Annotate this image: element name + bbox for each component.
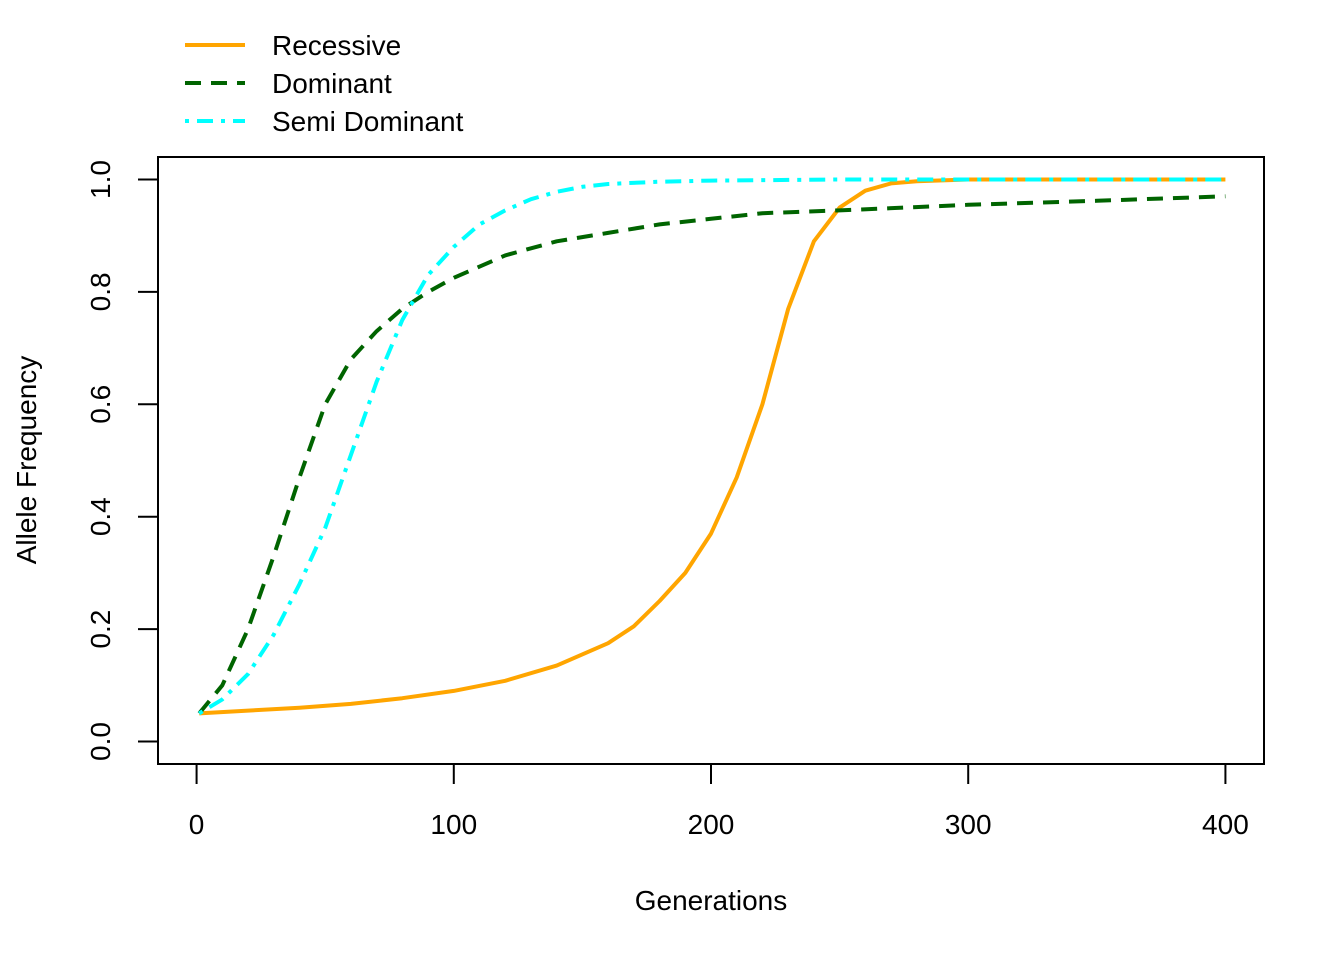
y-axis-title: Allele Frequency [11, 356, 42, 565]
x-tick-label: 0 [189, 809, 205, 840]
x-tick-label: 100 [430, 809, 477, 840]
y-tick-label: 0.4 [85, 497, 116, 536]
legend-label-1: Dominant [272, 68, 392, 99]
y-tick-label: 1.0 [85, 160, 116, 199]
y-tick-label: 0.8 [85, 272, 116, 311]
legend: Recessive Dominant Semi Dominant [185, 30, 464, 137]
series-line-0 [199, 177, 1226, 716]
y-axis: 0.0 0.2 0.4 0.6 0.8 1.0 [85, 160, 159, 761]
x-tick-label: 300 [945, 809, 992, 840]
series-line-2 [198, 177, 1226, 716]
legend-label-0: Recessive [272, 30, 401, 61]
series-line-1 [197, 194, 1226, 715]
x-tick-label: 200 [688, 809, 735, 840]
plot-frame [157, 156, 1265, 765]
x-axis-title: Generations [635, 885, 788, 916]
y-tick-label: 0.6 [85, 385, 116, 424]
y-tick-label: 0.2 [85, 610, 116, 649]
series-layer [197, 177, 1226, 716]
x-tick-label: 400 [1202, 809, 1249, 840]
y-tick-label: 0.0 [85, 722, 116, 761]
legend-label-2: Semi Dominant [272, 106, 464, 137]
x-axis: 0 100 200 300 400 [189, 763, 1249, 840]
